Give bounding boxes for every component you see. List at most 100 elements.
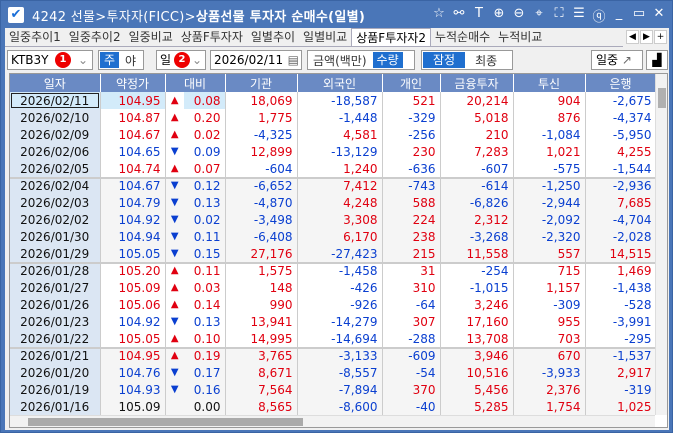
date-cell: 2026/01/19 <box>10 381 101 398</box>
column-header[interactable]: 개인 <box>382 74 441 92</box>
table-row[interactable]: 2026/01/28 105.20 ▲ 0.11 1,575 -1,458 31 -254 71… <box>10 262 657 279</box>
change-cell: 0.14 <box>184 296 226 313</box>
table-row[interactable]: 2026/02/11 104.95 ▲ 0.08 18,069 -18,587 521 20,… <box>10 92 657 109</box>
link-icon[interactable]: ⚯ <box>453 6 465 21</box>
column-header[interactable]: 기관 <box>225 74 298 92</box>
foreign-cell: -18,587 <box>297 92 383 109</box>
date-input[interactable]: 2026/02/11 ▤ <box>210 50 302 70</box>
unit-toggle[interactable]: 금액(백만) 수량 <box>307 50 415 70</box>
individual-cell: 307 <box>382 313 441 330</box>
status-toggle[interactable]: 잠정 최종 <box>421 50 513 70</box>
intraday-button[interactable]: 일중 ↗ <box>591 50 643 70</box>
tab-1[interactable]: 일중추이2 <box>68 30 121 44</box>
table-row[interactable]: 2026/02/09 104.67 ▲ 0.02 -4,325 4,581 -256 210-… <box>10 126 657 143</box>
date-cell: 2026/02/10 <box>10 109 101 126</box>
table-row[interactable]: 2026/02/04 104.67 ▼ 0.12 -6,652 7,412 -743 -614… <box>10 177 657 194</box>
date-cell: 2026/02/04 <box>10 177 101 194</box>
column-header[interactable]: 외국인 <box>297 74 383 92</box>
maximize-icon[interactable]: ▭ <box>632 6 646 21</box>
calendar-icon[interactable]: ▤ <box>287 53 299 67</box>
pin-icon[interactable]: ⌖ <box>535 6 543 21</box>
investor-table: 일자 약정가 대비 기관 외국인 개인 금융투자 투신 은행 2026/02/11 104.95 ▲… <box>10 74 657 415</box>
table-row[interactable]: 2026/01/19 104.93 ▼ 0.16 7,564 -7,894 370 5,456… <box>10 381 657 398</box>
institution-cell: 27,176 <box>225 245 298 262</box>
date-cell: 2026/01/27 <box>10 279 101 296</box>
change-cell: 0.10 <box>184 330 226 347</box>
institution-cell: 14,995 <box>225 330 298 347</box>
change-direction-icon-cell: ▼ <box>165 228 184 245</box>
date-cell: 2026/02/03 <box>10 194 101 211</box>
table-row[interactable]: 2026/01/23 104.92 ▼ 0.13 13,941 -14,279 307 17,… <box>10 313 657 330</box>
tab-4[interactable]: 일별추이 <box>250 30 296 44</box>
individual-cell: -54 <box>382 364 441 381</box>
font-icon[interactable]: T <box>475 6 483 21</box>
amount-button[interactable]: 금액(백만) <box>313 53 367 68</box>
tab-6[interactable]: 상품F투자자2 <box>351 28 431 46</box>
table-row[interactable]: 2026/01/30 104.94 ▼ 0.11 -6,408 6,170 238 -3,26… <box>10 228 657 245</box>
table-row[interactable]: 2026/02/10 104.87 ▲ 0.20 1,775 -1,448 -329 5,01… <box>10 109 657 126</box>
financial-investment-cell: 5,018 <box>440 109 514 126</box>
star-icon[interactable]: ☆ <box>433 6 445 21</box>
day-session-button[interactable]: 주 <box>100 52 120 68</box>
final-button[interactable]: 최종 <box>475 53 498 68</box>
table-row[interactable]: 2026/01/21 104.95 ▲ 0.19 3,765 -3,133 -609 3,94… <box>10 347 657 364</box>
table-row[interactable]: 2026/02/05 104.74 ▲ 0.07 -604 1,240 -636 -607 -5… <box>10 160 657 177</box>
table-row[interactable]: 2026/01/27 105.09 ▲ 0.03 148 -426 310 -1,015 1,1… <box>10 279 657 296</box>
vertical-scrollbar[interactable] <box>655 74 667 415</box>
prelim-button[interactable]: 잠정 <box>423 52 466 68</box>
individual-cell: 31 <box>382 262 441 279</box>
quantity-button[interactable]: 수량 <box>372 52 403 68</box>
table-row[interactable]: 2026/02/02 104.92 ▼ 0.02 -3,498 3,308 224 2,312… <box>10 211 657 228</box>
column-header[interactable]: 금융투자 <box>440 74 514 92</box>
price-cell: 104.87 <box>100 109 166 126</box>
table-row[interactable]: 2026/01/20 104.76 ▼ 0.17 8,671 -8,557 -54 10,51… <box>10 364 657 381</box>
zoom-out-icon[interactable]: ⊖ <box>513 6 525 21</box>
fullscreen-icon[interactable]: ⛶ <box>554 6 564 21</box>
horizontal-scrollbar[interactable] <box>10 415 655 427</box>
tab-7[interactable]: 누적순매수 <box>434 30 491 44</box>
column-header[interactable]: 약정가 <box>100 74 166 92</box>
chart-button[interactable]: ▟ <box>646 50 668 70</box>
tab-8[interactable]: 누적비교 <box>498 30 543 44</box>
tab-5[interactable]: 일별비교 <box>303 30 348 44</box>
close-icon[interactable]: ✕ <box>653 6 665 21</box>
table-row[interactable]: 2026/02/03 104.79 ▼ 0.13 -4,870 4,248 588 -6,82… <box>10 194 657 211</box>
individual-cell: 238 <box>382 228 441 245</box>
foreign-cell: -8,557 <box>297 364 383 381</box>
bank-cell: -4,704 <box>585 211 657 228</box>
tab-add-icon[interactable]: + <box>654 30 667 44</box>
individual-cell: -64 <box>382 296 441 313</box>
change-direction-icon-cell: ▼ <box>165 245 184 262</box>
tab-prev-icon[interactable]: ◀ <box>626 30 639 44</box>
tab-2[interactable]: 일중비교 <box>128 30 173 44</box>
tab-0[interactable]: 일중추이1 <box>9 30 61 44</box>
column-header[interactable]: 투신 <box>513 74 586 92</box>
date-cell: 2026/01/20 <box>10 364 101 381</box>
bank-cell: -1,544 <box>585 160 657 177</box>
price-cell: 105.05 <box>100 330 166 347</box>
table-row[interactable]: 2026/01/29 105.05 ▼ 0.15 27,176 -27,423 215 11,… <box>10 245 657 262</box>
night-session-button[interactable]: 야 <box>125 53 137 68</box>
title-bar: ✔ 4242 선물>투자자(FICC)>상품선물 투자자 순매수(일별) ☆ ⚯… <box>1 1 672 29</box>
table-row[interactable]: 2026/01/26 105.06 ▲ 0.14 990 -926 -64 3,246 -309… <box>10 296 657 313</box>
menu-icon[interactable]: ☰ <box>573 6 585 21</box>
instrument-select[interactable]: KTB3Y ⌄ <box>7 50 93 70</box>
column-header[interactable]: 일자 <box>10 74 101 92</box>
individual-cell: -609 <box>382 347 441 364</box>
tab-next-icon[interactable]: ▶ <box>640 30 653 44</box>
date-cell: 2026/02/05 <box>10 160 101 177</box>
minimize-icon[interactable]: _ <box>615 6 623 21</box>
price-cell: 104.92 <box>100 313 166 330</box>
table-row[interactable]: 2026/02/06 104.65 ▼ 0.09 12,899 -13,129 230 7,2… <box>10 143 657 160</box>
help-icon[interactable]: ⓠ <box>592 10 606 25</box>
foreign-cell: -14,694 <box>297 330 383 347</box>
price-cell: 104.65 <box>100 143 166 160</box>
zoom-in-icon[interactable]: ⊕ <box>493 6 505 21</box>
table-row[interactable]: 2026/01/16 105.09 0.00 8,565 -8,600 -40 5,285 1… <box>10 398 657 415</box>
badge-1: 1 <box>55 52 71 68</box>
column-header[interactable]: 대비 <box>165 74 226 92</box>
table-row[interactable]: 2026/01/22 105.05 ▲ 0.10 14,995 -14,694 -288 13… <box>10 330 657 347</box>
tab-3[interactable]: 상품F투자자 <box>180 30 243 44</box>
column-header[interactable]: 은행 <box>585 74 657 92</box>
